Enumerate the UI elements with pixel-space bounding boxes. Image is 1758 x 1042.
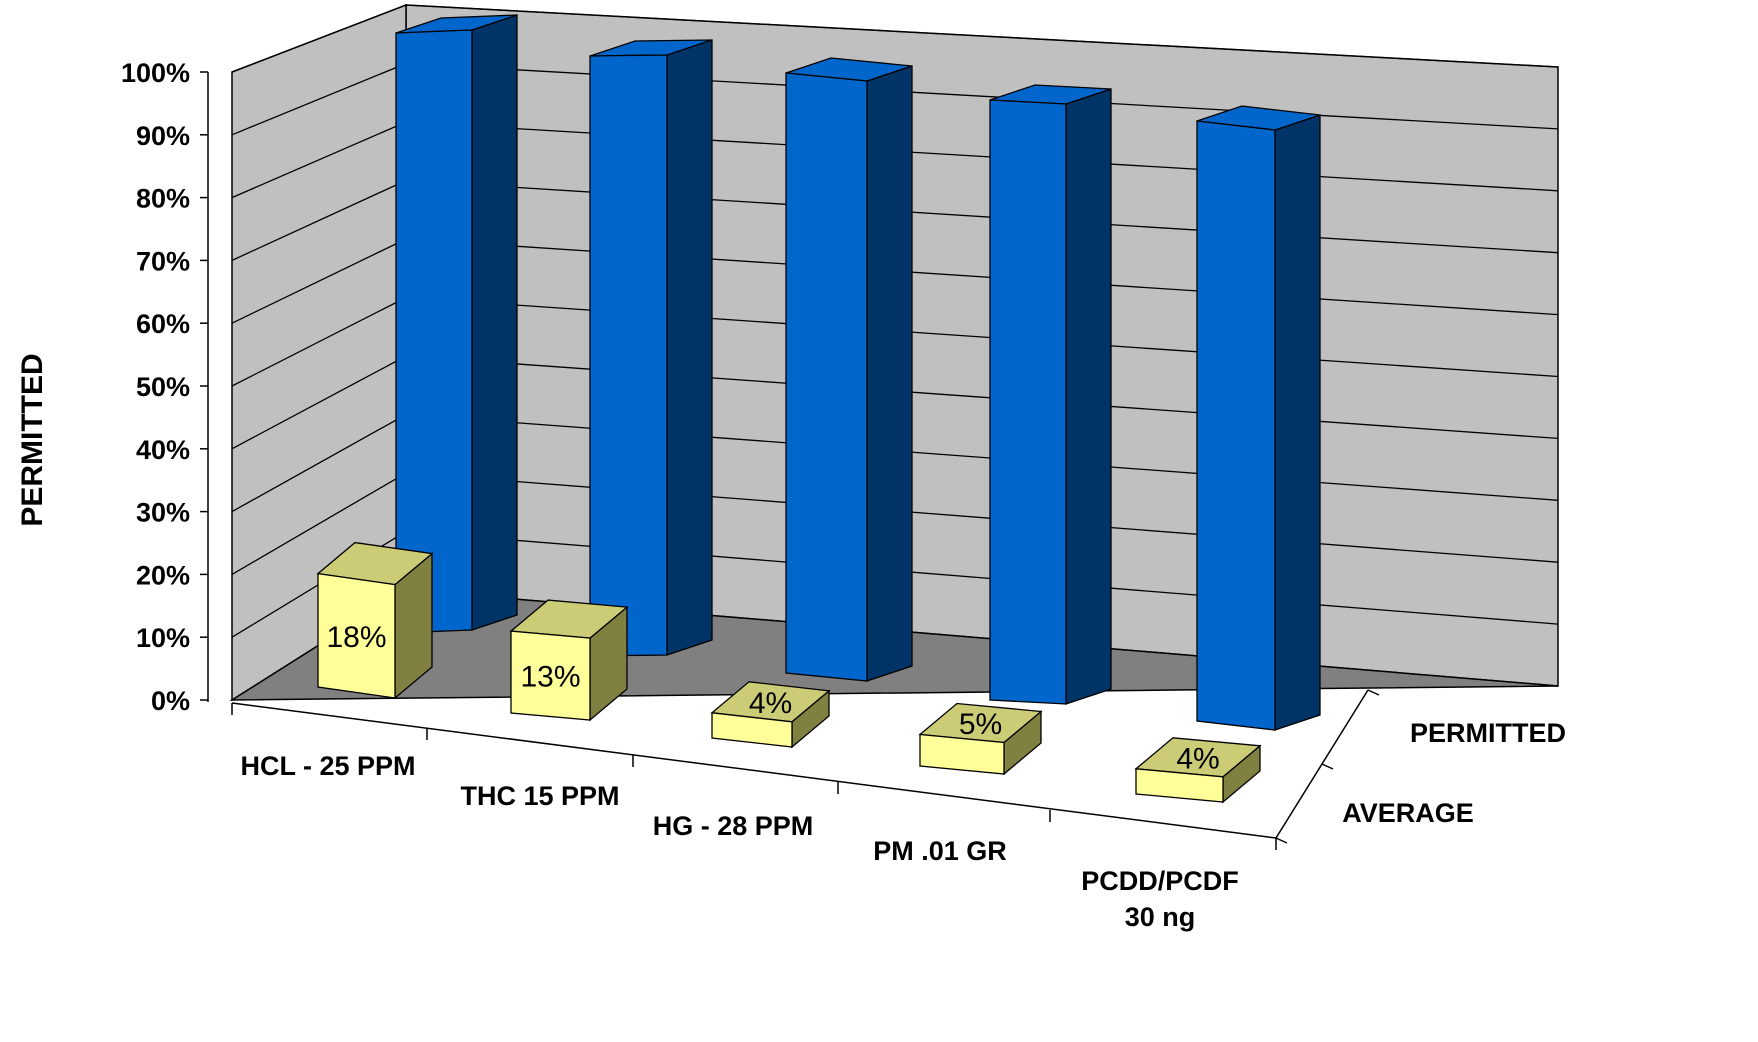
permitted-bar	[785, 72, 868, 682]
average-bar	[1135, 768, 1224, 803]
y-tick-label: 0%	[151, 686, 190, 716]
permitted-series	[395, 14, 1321, 731]
y-tick-label: 100%	[121, 58, 190, 88]
average-series: 18% 13% 4% 5% 4%	[316, 541, 1262, 804]
permitted-bar	[589, 54, 668, 657]
y-tick-label: 10%	[136, 623, 190, 653]
average-bar	[919, 733, 1005, 775]
series-tick-mark	[1367, 689, 1380, 696]
permitted-bar	[395, 29, 473, 634]
y-axis-title: PERMITTED	[16, 353, 49, 526]
y-tick-label: 70%	[136, 246, 190, 276]
x-axis-categories: HCL - 25 PPM THC 15 PPM HG - 28 PPM PM .01 …	[231, 703, 1277, 932]
x-tick-label: HCL - 25 PPM	[240, 751, 415, 781]
permitted-bar-side	[666, 39, 713, 656]
x-tick-label: THC 15 PPM	[460, 781, 619, 811]
series-label-permitted: PERMITTED	[1410, 718, 1566, 748]
average-bar	[317, 572, 396, 699]
series-label-average: AVERAGE	[1342, 798, 1474, 828]
x-tick-label: HG - 28 PPM	[653, 811, 814, 841]
permitted-bar-side	[866, 65, 913, 682]
y-tick-label: 90%	[136, 121, 190, 151]
data-label: 4%	[749, 687, 792, 720]
permitted-bar	[1196, 120, 1276, 731]
data-label: 5%	[959, 708, 1002, 741]
gridline	[231, 4, 1559, 73]
permitted-bar-side	[471, 14, 518, 631]
y-tick-label: 20%	[136, 560, 190, 590]
y-tick-label: 40%	[136, 435, 190, 465]
permitted-bar-side	[1274, 114, 1321, 731]
data-label: 18%	[326, 621, 386, 654]
permitted-bar-side	[1065, 88, 1112, 705]
y-tick-label: 60%	[136, 309, 190, 339]
y-tick-label: 30%	[136, 498, 190, 528]
y-tick-label: 50%	[136, 372, 190, 402]
series-axis-labels: AVERAGE PERMITTED	[1275, 689, 1566, 844]
average-bar	[510, 630, 591, 721]
permitted-bar	[989, 99, 1067, 705]
x-tick-label: PCDD/PCDF 30 ng	[1081, 866, 1239, 932]
y-tick-label: 80%	[136, 184, 190, 214]
back-wall	[405, 4, 1559, 687]
data-label: 4%	[1176, 742, 1219, 775]
x-axis-line	[231, 702, 1277, 839]
data-label: 13%	[520, 661, 580, 694]
y-axis-ticks: 0% 10% 20% 30% 40% 50% 60% 70% 80% 90% 100%	[121, 58, 208, 716]
average-bar	[711, 712, 793, 748]
series-tick-mark	[1321, 763, 1334, 770]
x-tick-label: PM .01 GR	[873, 836, 1007, 866]
series-tick-mark	[1275, 837, 1288, 844]
